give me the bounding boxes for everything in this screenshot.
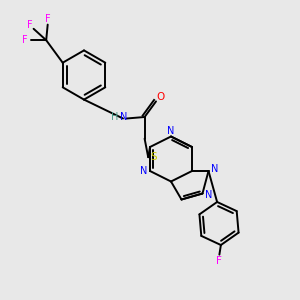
Text: N: N bbox=[167, 125, 175, 136]
Text: O: O bbox=[156, 92, 165, 102]
Text: F: F bbox=[22, 35, 28, 45]
Text: F: F bbox=[27, 20, 32, 30]
Text: F: F bbox=[45, 14, 50, 24]
Text: N: N bbox=[140, 166, 147, 176]
Text: N: N bbox=[205, 190, 212, 200]
Text: S: S bbox=[150, 152, 157, 162]
Text: F: F bbox=[216, 256, 222, 266]
Text: N: N bbox=[212, 164, 219, 175]
Text: N: N bbox=[120, 112, 127, 122]
Text: H: H bbox=[111, 112, 118, 122]
